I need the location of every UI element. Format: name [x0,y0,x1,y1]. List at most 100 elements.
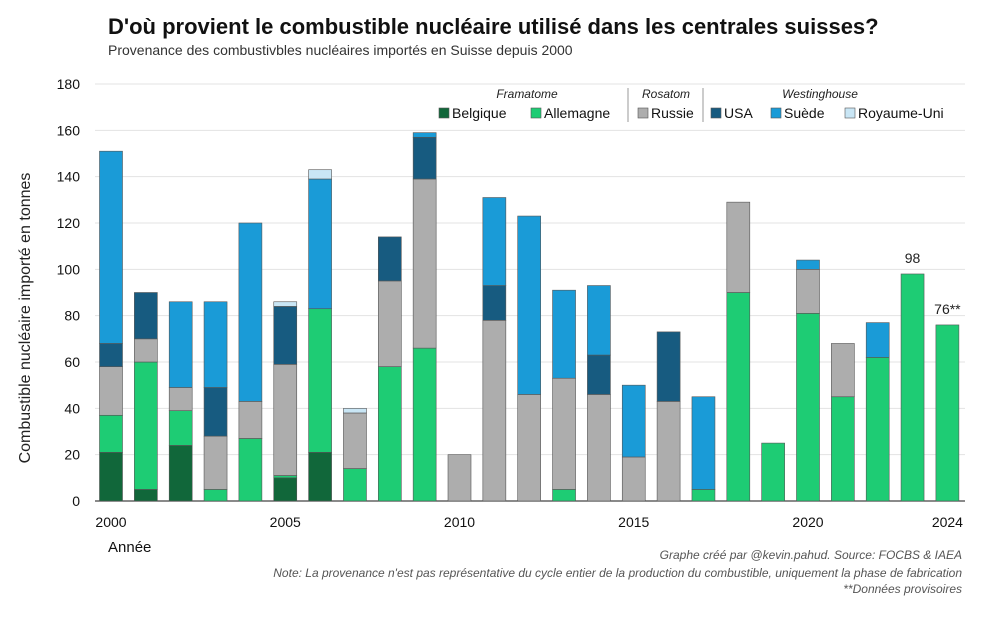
x-tick-label: 2005 [270,514,301,530]
x-tick-label: 2000 [95,514,126,530]
legend-swatch-USA [710,107,722,119]
x-tick-label: 2020 [792,514,823,530]
legend-swatch-Allemagne [530,107,542,119]
methodology-note: Note: La provenance n'est pas représenta… [273,566,962,580]
bar-2020-Allemagne [796,313,820,502]
bar-2005-USA [273,306,298,365]
bar-2003-Allemagne [203,489,228,502]
y-tick-label: 100 [57,261,81,277]
bar-2003-USA [203,387,228,437]
credit-note: Graphe créé par @kevin.pahud. Source: FO… [659,548,962,562]
x-tick-label: 2015 [618,514,649,530]
bar-2005-Russie [273,364,298,476]
bar-2008-Russie [377,280,402,367]
legend-label-Suède: Suède [784,105,825,121]
y-tick-label: 80 [64,308,80,324]
bar-2004-Suède [238,222,263,402]
bar-2007-Royaume-Uni [343,408,367,414]
bar-2012-Russie [517,394,542,502]
bar-2009-USA [412,136,437,180]
bar-2002-Allemagne [168,410,193,446]
legend-swatch-Belgique [438,107,450,119]
bar-2006-Belgique [308,452,332,502]
y-axis-label: Combustible nucléaire importé en tonnes [17,173,34,464]
bar-2000-Allemagne [99,414,123,453]
x-tick-label: 2024 [932,514,963,530]
bar-2011-Russie [482,319,507,502]
legend-swatch-Suède [770,107,782,119]
bar-2013-Allemagne [552,489,576,502]
bar-2017-Suède [691,396,716,490]
bar-2013-Russie [552,377,576,490]
bar-2015-Suède [621,384,646,458]
bar-2001-Belgique [134,489,158,502]
y-tick-label: 180 [57,76,81,92]
bar-2016-USA [656,331,681,402]
bar-2001-USA [134,292,158,340]
bars [99,132,960,502]
legend-label-Russie: Russie [651,105,694,121]
annotation-2024: 76** [934,301,961,317]
x-axis-ticks: 2000 2005 2010 2015 2020 2024 [95,514,963,530]
legend-swatch-Royaume-Uni [844,107,856,119]
bar-2006-Allemagne [308,308,332,453]
bar-2009-Allemagne [412,347,437,502]
bar-2003-Suède [203,301,228,388]
bar-2007-Russie [343,412,367,469]
provisional-note: **Données provisoires [843,582,962,596]
annotations: 98 76** [905,250,961,317]
bar-2022-Allemagne [865,357,890,502]
bar-2005-Royaume-Uni [273,301,298,307]
bar-2008-Allemagne [377,366,402,502]
bar-2006-Royaume-Uni [308,169,332,180]
bar-2001-Russie [134,338,158,363]
bar-2021-Allemagne [831,396,855,502]
y-tick-label: 120 [57,215,81,231]
y-tick-label: 20 [64,447,80,463]
bar-2009-Russie [412,178,437,349]
bar-2000-Russie [99,366,123,416]
bar-2011-Suède [482,197,507,286]
bar-2005-Belgique [273,477,298,502]
annotation-2023: 98 [905,250,921,266]
chart-subtitle: Provenance des combustivbles nucléaires … [108,42,573,58]
chart-title: D'où provient le combustible nucléaire u… [108,14,879,39]
legend-label-Allemagne: Allemagne [544,105,610,121]
bar-2014-Suède [587,285,611,356]
bar-2004-Russie [238,401,263,439]
legend-label-Belgique: Belgique [452,105,507,121]
bar-2010-Russie [447,454,472,502]
bar-2004-Allemagne [238,438,263,502]
bar-2001-Allemagne [134,361,158,490]
bar-2022-Suède [865,322,890,358]
bar-2023-Allemagne [900,273,925,502]
bar-2021-Russie [831,343,855,398]
y-tick-label: 40 [64,400,80,416]
y-tick-label: 60 [64,354,80,370]
bar-2000-Belgique [99,452,123,502]
bar-2020-Russie [796,269,820,314]
x-tick-label: 2010 [444,514,475,530]
bar-2014-Russie [587,394,611,502]
bar-2000-USA [99,343,123,367]
bar-2019-Allemagne [761,442,785,502]
bar-2020-Suède [796,259,820,270]
bar-2007-Allemagne [343,468,367,502]
bar-2024-Allemagne [935,324,960,502]
bar-2018-Allemagne [726,292,751,502]
bar-2018-Russie [726,201,751,293]
legend-group-label: Rosatom [642,87,690,101]
x-axis-label: Année [108,539,151,556]
legend-swatch-Russie [637,107,649,119]
bar-2008-USA [377,236,402,282]
bar-2012-Suède [517,215,542,395]
bar-2002-Russie [168,387,193,411]
bar-2005-Allemagne [273,475,298,479]
bar-2017-Allemagne [691,489,716,502]
bar-2016-Russie [656,401,681,502]
y-tick-label: 140 [57,169,81,185]
bar-2006-Suède [308,178,332,310]
legend-label-Royaume-Uni: Royaume-Uni [858,105,944,121]
bar-2002-Suède [168,301,193,388]
